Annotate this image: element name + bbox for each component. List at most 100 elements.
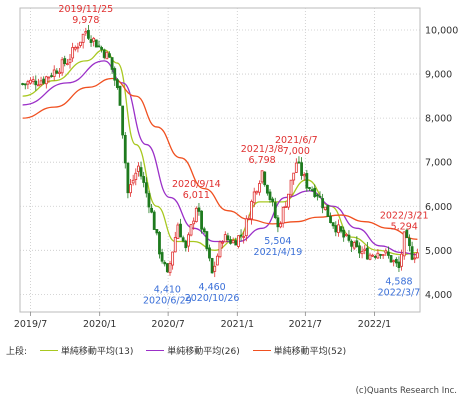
candle-body [115,79,119,88]
candle-body [205,231,209,250]
x-tick-label: 2020/1 [83,319,116,330]
x-tick-label: 2019/7 [14,319,47,330]
annotation-label: 7,000 [283,146,310,157]
candle-body [218,241,222,258]
candle-body [413,257,417,260]
candle-body [213,265,217,272]
candle-body [389,255,393,263]
candle-body [308,187,311,189]
candle-body [360,250,364,255]
legend: 上段: 単純移動平均(13) 単純移動平均(26) 単純移動平均(52) [6,344,346,357]
candle-body [292,172,296,181]
candle-body [179,223,182,238]
y-tick-label: 4,000 [425,290,452,301]
grid [20,8,420,312]
annotation-label: 2021/6/7 [275,135,318,146]
candle-body [313,187,317,197]
candle-body [58,71,61,74]
candle-body [247,217,251,220]
candle-body [126,162,130,194]
annotation-label: 2020/6/29 [143,295,192,306]
candle-body [289,179,293,196]
candle-body [226,235,230,241]
candle-body [260,170,264,183]
candle-body [26,81,30,85]
candle-body [208,247,211,259]
plot-area [19,7,421,313]
candle-body [100,47,103,50]
y-tick-label: 9,000 [425,70,452,81]
x-tick-label: 2020/7 [151,319,184,330]
candle-body [394,258,398,264]
candle-body [139,167,143,177]
candle-body [255,190,259,194]
annotation-label: 5,504 [264,236,291,247]
candle-body [192,220,196,225]
candle-body [244,218,248,237]
candle-body [305,173,309,189]
candle-body [21,83,25,85]
candle-body [210,258,214,274]
x-tick-label: 2021/1 [221,319,254,330]
annotation-label: 9,978 [72,15,99,26]
candle-body [415,252,419,259]
candle-body [402,231,406,257]
x-tick-label: 2022/1 [358,319,391,330]
legend-swatch-ma13 [39,350,58,351]
candle-body [129,184,132,194]
candle-body [397,261,401,269]
legend-label-ma52: 単純移動平均(52) [273,347,347,357]
candle-body [202,228,206,233]
candle-body [131,179,135,184]
candle-body [265,184,269,194]
candle-body [384,250,388,254]
legend-label-ma13: 単純移動平均(13) [60,347,134,357]
legend-swatch-ma26 [146,350,165,351]
candle-body [279,223,282,228]
candle-body [326,204,330,217]
candle-body [387,251,390,256]
candle-body [302,174,306,177]
candle-body [363,248,367,251]
candle-body [158,231,161,255]
candle-body [310,189,314,192]
candle-body [102,49,106,58]
candle-body [392,260,396,263]
candle-body [147,193,151,208]
candle-body [31,79,35,82]
candle-body [234,240,238,246]
candle-body [323,206,327,210]
candle-body [379,254,382,256]
candle-body [273,202,277,218]
candle-body [231,240,235,244]
annotation-label: 6,011 [183,190,210,201]
annotation-label: 4,588 [385,276,412,287]
candle-body [200,210,203,230]
candle-body [223,234,227,243]
candle-body [355,240,359,247]
candle-body [155,229,159,234]
candle-body [287,193,290,208]
candle-body [89,39,93,43]
candle-body [337,224,340,234]
candle-body [181,237,185,242]
candle-body [121,105,125,136]
y-tick-label: 8,000 [425,114,452,125]
candle-body [55,70,59,74]
candle-body [94,39,98,48]
candle-body [352,242,356,249]
candle-body [365,247,369,260]
x-tick-label: 2021/7 [289,319,322,330]
annotation-label: 2022/3/21 [380,210,429,221]
candle-body [376,252,380,259]
y-axis: 4,000 5,000 6,000 7,000 8,000 9,000 10,000 [425,26,458,301]
candle-body [242,236,246,238]
candle-body [197,207,201,212]
legend-label-ma26: 単純移動平均(26) [167,347,240,357]
candle-body [47,76,51,79]
candle-body [237,235,240,247]
x-axis: 2019/7 2020/1 2020/7 2021/1 2021/7 2022/1 [14,312,391,330]
candle-body [79,41,82,46]
candle-body [358,245,361,254]
